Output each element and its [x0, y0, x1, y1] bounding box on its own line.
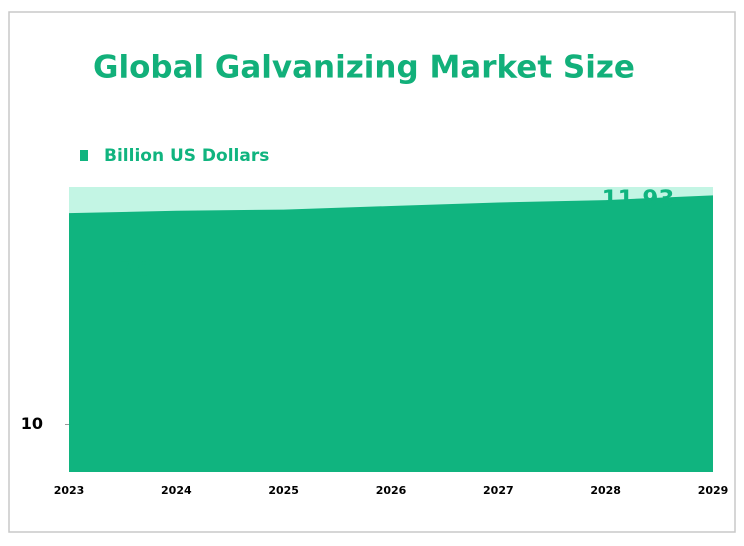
data-label: 11.93 — [602, 187, 675, 213]
area — [69, 195, 713, 472]
x-tick-label: 2026 — [376, 484, 407, 497]
x-tick-label: 2025 — [268, 484, 299, 497]
x-tick-label: 2023 — [54, 484, 85, 497]
x-tick-label: 2028 — [590, 484, 621, 497]
legend-label: Billion US Dollars — [104, 146, 269, 166]
legend-swatch — [80, 150, 88, 161]
y-tick-label: 10 — [21, 414, 43, 433]
frame — [8, 11, 736, 533]
chart-title: Global Galvanizing Market Size — [93, 50, 635, 86]
x-tick-label: 2029 — [698, 484, 729, 497]
data-label: 11.78 — [79, 256, 152, 282]
x-tick-label: 2024 — [161, 484, 192, 497]
x-tick-label: 2027 — [483, 484, 514, 497]
